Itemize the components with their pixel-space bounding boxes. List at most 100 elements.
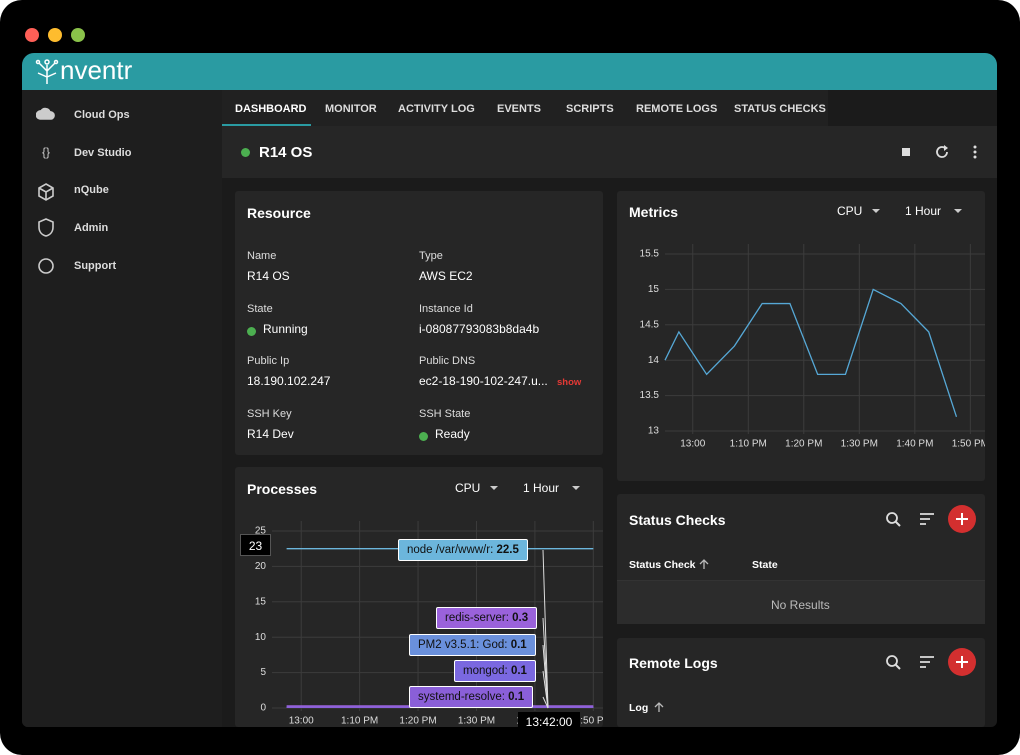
field-value: ec2-18-190-102-247.u...	[419, 374, 548, 389]
table-actions[interactable]	[884, 505, 978, 535]
nav-item[interactable]: Dev Studio	[74, 147, 132, 159]
nav-item[interactable]: Support	[74, 260, 117, 272]
nav-item[interactable]: Admin	[74, 222, 109, 234]
tooltip: mongod: 0.1	[454, 660, 536, 682]
sidebar	[22, 90, 222, 727]
y-tick-label: 5	[260, 667, 266, 678]
crosshair-y-label: 23	[240, 534, 271, 556]
tooltip-name: mongod:	[463, 665, 508, 677]
status-dot	[419, 432, 428, 442]
select[interactable]: CPU	[455, 481, 481, 495]
card-title: Remote Logs	[629, 655, 718, 671]
tab[interactable]: SCRIPTS	[566, 103, 614, 115]
nav-item[interactable]: Cloud Ops	[74, 109, 130, 121]
table-actions[interactable]	[884, 648, 978, 678]
select[interactable]: CPU	[837, 204, 863, 218]
tooltip-name: systemd-resolve:	[418, 691, 505, 703]
field-label: SSH Key	[247, 408, 292, 421]
card-title: Resource	[247, 205, 311, 221]
tab[interactable]: MONITOR	[325, 103, 377, 115]
connector	[542, 549, 549, 709]
tooltip: node /var/www/r: 22.5	[398, 539, 528, 561]
y-tick-label: 15	[255, 596, 267, 607]
field-value: Ready	[435, 427, 470, 442]
table-body	[617, 580, 985, 624]
tab[interactable]: EVENTS	[497, 103, 542, 115]
status-dot	[247, 326, 256, 336]
y-tick-label: 20	[255, 561, 267, 572]
field-value: R14 Dev	[247, 427, 294, 442]
tooltip-name: node /var/www/r:	[407, 544, 494, 556]
field-label: Name	[247, 250, 277, 262]
tooltip-value: 0.1	[510, 639, 527, 651]
x-tick-label: 1:10 PM	[341, 716, 378, 727]
logo-icon	[35, 59, 59, 84]
min-dot[interactable]	[48, 28, 62, 42]
max-dot[interactable]	[71, 28, 85, 42]
tooltip-value: 0.3	[512, 612, 529, 624]
field-label: SSH State	[419, 408, 471, 421]
crosshair-x-label: 13:42:00	[518, 712, 580, 732]
sort-arrow	[654, 702, 664, 712]
tooltip: PM2 v3.5.1: God: 0.1	[409, 634, 536, 656]
x-tick-label: 13:00	[289, 716, 314, 727]
data-line	[664, 288, 958, 418]
card-title: Processes	[247, 481, 318, 497]
tab[interactable]: DASHBOARD	[235, 103, 307, 115]
tooltip-value: 0.1	[510, 665, 527, 677]
top-bar: nventr	[22, 53, 997, 90]
card-title: Status Checks	[629, 512, 726, 528]
resource-card	[235, 191, 603, 455]
y-tick-label: 15	[648, 284, 660, 295]
tooltip-value: 0.1	[508, 691, 525, 703]
column-header[interactable]: State	[752, 559, 778, 571]
tab[interactable]: STATUS CHECKS	[734, 103, 826, 115]
column-header[interactable]: Status Check	[629, 559, 696, 571]
x-tick-label: 1:30 PM	[841, 439, 878, 450]
field-value: 18.190.102.247	[247, 374, 331, 389]
field-value: R14 OS	[247, 269, 290, 283]
metrics-chart: 13 13.5 14 14.5 15 15.5 13:00 1:10 PM 1:20 PM 1:3…	[640, 244, 985, 450]
y-tick-label: 13.5	[640, 390, 660, 401]
select-carets	[872, 209, 962, 213]
x-tick-label: 13:00	[680, 439, 705, 450]
field-label: State	[247, 302, 273, 315]
remote-logs-card	[617, 638, 985, 727]
field-value: Running	[263, 321, 308, 336]
page-header	[222, 126, 997, 178]
metrics-card: 13 13.5 14 14.5 15 15.5 13:00 1:10 PM 1:20 PM 1:3…	[617, 191, 985, 481]
empty-message: No Results	[771, 598, 830, 612]
brand: nventr	[60, 55, 133, 85]
select[interactable]: 1 Hour	[523, 481, 560, 495]
y-tick-label: 0	[260, 703, 266, 714]
x-tick-label: 1:50 PM	[952, 439, 985, 450]
tooltip: systemd-resolve: 0.1	[409, 686, 534, 708]
svg-text:{}: {}	[42, 145, 50, 159]
tooltip-name: PM2 v3.5.1: God:	[418, 639, 508, 651]
field-label: Type	[419, 250, 443, 262]
x-tick-label: 1:20 PM	[785, 439, 822, 450]
field-label: Instance Id	[419, 302, 473, 315]
column-header[interactable]: Log	[629, 702, 649, 714]
connector	[542, 696, 549, 709]
close-dot[interactable]	[25, 28, 39, 42]
y-tick-label: 14.5	[640, 319, 660, 330]
x-tick-label: 1:30 PM	[458, 716, 495, 727]
tab-underline	[222, 124, 311, 126]
sort-arrow	[699, 559, 709, 569]
tab[interactable]: ACTIVITY LOG	[398, 103, 475, 115]
status-dot	[241, 148, 250, 157]
y-tick-label: 14	[648, 355, 660, 366]
tooltip: redis-server: 0.3	[436, 607, 538, 629]
field-value: i-08087793083b8da4b	[419, 321, 540, 336]
tab[interactable]: REMOTE LOGS	[636, 103, 718, 115]
select[interactable]: 1 Hour	[905, 204, 942, 218]
field-label: Public DNS	[419, 355, 476, 368]
header-actions[interactable]	[898, 144, 982, 160]
x-tick-label: 1:50 PM	[575, 716, 603, 727]
show-link[interactable]: show	[557, 377, 582, 388]
nav-item[interactable]: nQube	[74, 184, 109, 196]
tooltip-name: redis-server:	[445, 612, 509, 624]
